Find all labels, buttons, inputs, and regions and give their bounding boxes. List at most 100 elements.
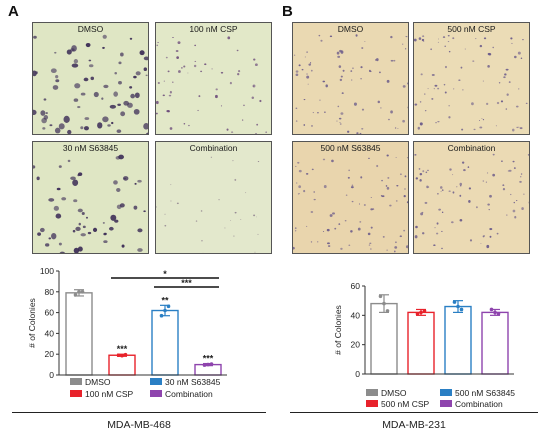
colony-dot	[181, 66, 183, 69]
colony-dot	[403, 229, 406, 232]
colony-dot	[75, 226, 81, 232]
colony-dot	[236, 49, 239, 52]
data-point	[415, 312, 420, 316]
colony-dot	[419, 100, 422, 103]
colony-dot	[93, 91, 99, 98]
colony-dot	[194, 60, 197, 62]
colony-dot	[129, 37, 133, 40]
colony-dot	[404, 188, 406, 190]
colony-dot	[265, 131, 268, 133]
colony-dot	[117, 103, 121, 106]
colony-dot	[120, 52, 124, 57]
y-tick-label: 100	[40, 266, 54, 276]
legend-swatch	[440, 389, 452, 397]
colony-dot	[440, 247, 444, 250]
colony-dot	[326, 228, 330, 232]
colony-field	[293, 154, 408, 253]
colony-dot	[92, 227, 98, 233]
colony-dot	[517, 51, 521, 55]
colony-dot	[107, 124, 111, 127]
colony-dot	[512, 128, 515, 132]
colony-dot	[395, 157, 397, 159]
colony-dot	[329, 35, 333, 38]
colony-dot	[118, 61, 122, 65]
colony-dot	[168, 94, 172, 97]
data-point	[496, 312, 501, 316]
colony-dot	[85, 216, 88, 219]
colony-dot	[218, 198, 220, 201]
colony-dot	[303, 124, 306, 126]
colony-dot	[303, 98, 306, 101]
colony-dot	[505, 68, 509, 71]
data-point	[452, 300, 457, 304]
data-point	[116, 353, 121, 358]
colony-dot	[394, 127, 397, 129]
colony-dot	[78, 222, 81, 226]
colony-dot	[462, 89, 464, 91]
colony-dot	[405, 245, 408, 249]
colony-dot	[145, 74, 148, 77]
colony-dot	[498, 82, 501, 84]
colony-dot	[486, 172, 489, 174]
colony-dot	[414, 235, 418, 239]
colony-dot	[348, 169, 350, 172]
colony-dot	[52, 85, 59, 90]
colony-dot	[73, 247, 80, 253]
colony-dot	[339, 78, 343, 82]
colony-dot	[468, 187, 472, 190]
y-tick-label: 0	[49, 370, 54, 378]
colony-dot	[259, 99, 262, 103]
colony-dot	[164, 224, 167, 227]
colony-dot	[163, 80, 165, 82]
colony-dot	[229, 81, 232, 85]
colony-dot	[415, 177, 419, 180]
colony-dot	[503, 76, 506, 79]
colony-dot	[508, 169, 512, 172]
legend-item: DMSO	[70, 376, 111, 387]
micrograph-a-combination: Combination	[155, 141, 272, 254]
colony-dot	[306, 51, 308, 54]
colony-dot	[311, 168, 314, 171]
colony-dot	[381, 195, 385, 198]
micrograph-b-combination: Combination	[413, 141, 530, 254]
colony-dot	[198, 95, 201, 98]
legend-swatch	[70, 390, 82, 398]
colony-dot	[351, 200, 354, 203]
legend-item: 500 nM S63845	[440, 387, 515, 398]
micrograph-b-csp: 500 nM CSP	[413, 22, 530, 135]
colony-dot	[230, 220, 232, 221]
colony-dot	[448, 50, 451, 53]
colony-dot	[358, 203, 360, 205]
colony-dot	[54, 127, 61, 134]
colony-dot	[116, 129, 122, 134]
colony-dot	[405, 35, 407, 38]
colony-dot	[370, 248, 372, 250]
bar	[65, 292, 93, 376]
colony-dot	[298, 185, 302, 189]
colony-dot	[422, 232, 425, 235]
colony-dot	[390, 59, 394, 62]
colony-dot	[488, 209, 490, 211]
colony-dot	[42, 127, 46, 130]
colony-dot	[436, 232, 439, 235]
colony-field	[33, 154, 146, 253]
colony-dot	[468, 199, 471, 203]
colony-dot	[363, 204, 366, 206]
colony-dot	[437, 87, 440, 90]
colony-dot	[394, 246, 398, 249]
colony-dot	[370, 208, 373, 211]
colony-dot	[313, 191, 315, 193]
colony-dot	[295, 165, 297, 167]
colony-dot	[183, 122, 186, 125]
colony-field	[293, 34, 408, 134]
colony-dot	[339, 123, 342, 125]
colony-dot	[426, 169, 429, 172]
colony-dot	[220, 105, 223, 107]
colony-dot	[121, 244, 125, 248]
colony-dot	[522, 39, 524, 41]
colony-dot	[187, 72, 189, 74]
colony-dot	[341, 92, 344, 95]
colony-dot	[422, 35, 425, 37]
colony-dot	[482, 180, 485, 182]
colony-dot	[419, 122, 423, 126]
